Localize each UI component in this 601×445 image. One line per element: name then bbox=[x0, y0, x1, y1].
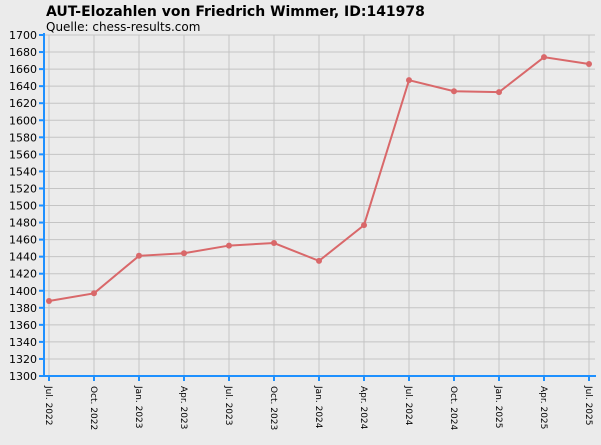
y-tick-label: 1380 bbox=[9, 302, 37, 315]
y-tick-label: 1440 bbox=[9, 251, 37, 264]
y-tick-label: 1660 bbox=[9, 63, 37, 76]
point bbox=[496, 89, 502, 96]
y-tick-label: 1320 bbox=[9, 353, 37, 366]
point bbox=[451, 88, 457, 95]
y-tick-label: 1360 bbox=[9, 319, 37, 332]
point bbox=[136, 252, 142, 259]
x-tick-label: Apr. 2024 bbox=[358, 386, 368, 430]
y-tick-label: 1600 bbox=[9, 114, 37, 127]
y-tick-label: 1540 bbox=[9, 165, 37, 178]
point bbox=[361, 222, 367, 229]
point bbox=[271, 240, 277, 247]
y-tick-label: 1560 bbox=[9, 148, 37, 161]
point bbox=[181, 250, 187, 257]
point bbox=[46, 297, 52, 304]
y-tick-label: 1700 bbox=[9, 29, 37, 42]
point bbox=[586, 60, 592, 67]
chart-subtitle: Quelle: chess-results.com bbox=[46, 20, 200, 34]
y-tick-label: 1300 bbox=[9, 370, 37, 383]
chart-title: AUT-Elozahlen von Friedrich Wimmer, ID:1… bbox=[46, 4, 425, 20]
x-tick-label: Jul. 2022 bbox=[43, 385, 53, 426]
point bbox=[226, 242, 232, 249]
y-tick-label: 1480 bbox=[9, 217, 37, 230]
point bbox=[541, 54, 547, 61]
x-tick-label: Apr. 2025 bbox=[538, 386, 548, 429]
y-tick-label: 1400 bbox=[9, 285, 37, 298]
y-tick-label: 1680 bbox=[9, 46, 37, 59]
y-tick-label: 1520 bbox=[9, 182, 37, 195]
x-tick-label: Jan. 2025 bbox=[493, 385, 503, 429]
y-tick-label: 1420 bbox=[9, 268, 37, 281]
x-tick-label: Oct. 2022 bbox=[88, 386, 98, 430]
x-tick-label: Jan. 2024 bbox=[313, 385, 323, 429]
y-tick-label: 1340 bbox=[9, 336, 37, 349]
x-tick-label: Oct. 2024 bbox=[448, 386, 458, 430]
y-tick-label: 1640 bbox=[9, 80, 37, 93]
x-tick-label: Jul. 2025 bbox=[583, 385, 593, 426]
point bbox=[91, 290, 97, 297]
y-tick-label: 1460 bbox=[9, 234, 37, 247]
point bbox=[316, 257, 322, 264]
x-tick-label: Jul. 2023 bbox=[223, 385, 233, 426]
point bbox=[406, 77, 412, 84]
x-tick-label: Jul. 2024 bbox=[403, 385, 413, 426]
x-tick-label: Apr. 2023 bbox=[178, 386, 188, 429]
x-tick-label: Oct. 2023 bbox=[268, 386, 278, 430]
y-tick-label: 1620 bbox=[9, 97, 37, 110]
x-tick-label: Jan. 2023 bbox=[133, 385, 143, 429]
y-tick-label: 1580 bbox=[9, 131, 37, 144]
y-tick-label: 1500 bbox=[9, 200, 37, 213]
